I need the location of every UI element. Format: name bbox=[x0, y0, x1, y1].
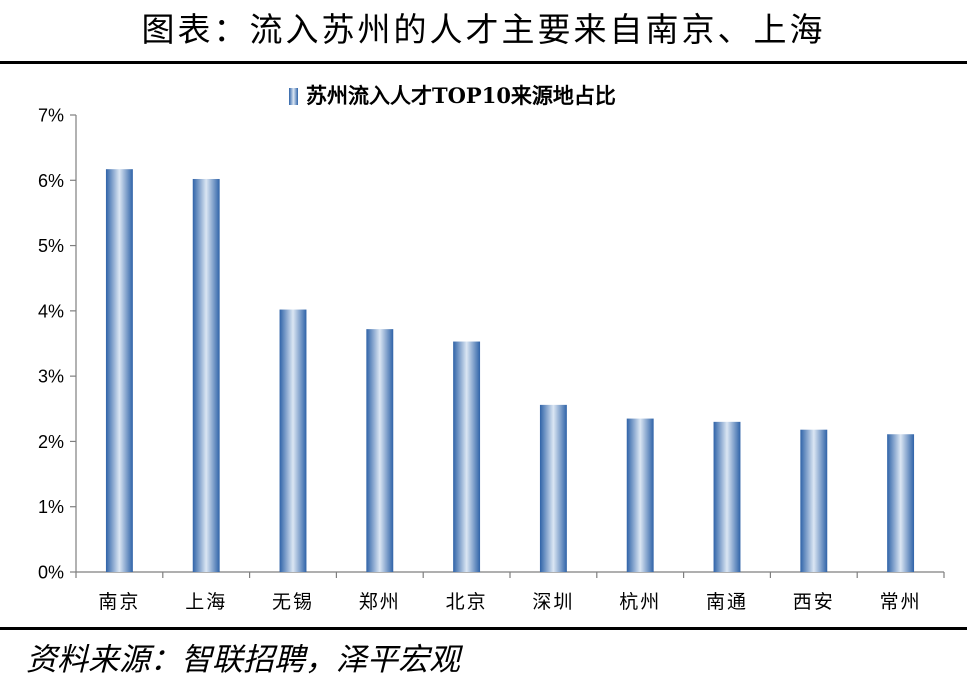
x-category-label: 杭州 bbox=[619, 591, 661, 613]
y-tick-label: 4% bbox=[38, 301, 64, 321]
x-category-label: 郑州 bbox=[359, 591, 401, 613]
bar-1 bbox=[192, 178, 220, 572]
chart-svg: 苏州流入人才TOP10来源地占比 0% 1% 2% 3% 4% 5% 6% 7% 南京 上海 无锡 郑… bbox=[38, 83, 945, 614]
bar-9 bbox=[887, 434, 915, 572]
chart-labels: 0% 1% 2% 3% 4% 5% 6% 7% 南京 上海 无锡 郑州 北京 深圳 杭州 南通 西安 常州 bbox=[38, 106, 922, 614]
bar-7 bbox=[713, 421, 741, 572]
x-category-label: 无锡 bbox=[272, 591, 314, 613]
bar-2 bbox=[279, 309, 307, 572]
bar-chart: 苏州流入人才TOP10来源地占比 0% 1% 2% 3% 4% 5% 6% 7% 南京 上海 无锡 郑… bbox=[0, 66, 967, 622]
bar-5 bbox=[539, 404, 567, 572]
y-tick-label: 0% bbox=[38, 563, 64, 583]
source-note: 资料来源：智联招聘，泽平宏观 bbox=[26, 642, 460, 678]
x-category-label: 西安 bbox=[793, 591, 835, 613]
x-category-label: 北京 bbox=[446, 591, 488, 613]
chart-bars bbox=[105, 169, 915, 572]
bar-0 bbox=[105, 169, 133, 572]
y-tick-label: 6% bbox=[38, 171, 64, 191]
y-tick-label: 3% bbox=[38, 367, 64, 387]
top-divider bbox=[0, 61, 967, 64]
x-category-label: 南京 bbox=[98, 591, 140, 613]
chart-axes bbox=[70, 114, 945, 578]
x-category-label: 南通 bbox=[706, 591, 748, 613]
y-tick-label: 1% bbox=[38, 497, 64, 517]
x-category-label: 常州 bbox=[880, 591, 922, 613]
y-tick-label: 7% bbox=[38, 106, 64, 126]
x-category-label: 深圳 bbox=[532, 591, 574, 613]
bar-6 bbox=[626, 418, 654, 572]
legend-swatch bbox=[289, 88, 298, 105]
legend-label: 苏州流入人才TOP10来源地占比 bbox=[306, 83, 616, 108]
bottom-divider bbox=[0, 627, 967, 630]
bar-3 bbox=[366, 329, 394, 572]
chart-legend: 苏州流入人才TOP10来源地占比 bbox=[289, 83, 616, 108]
y-tick-label: 5% bbox=[38, 236, 64, 256]
bar-4 bbox=[453, 341, 481, 572]
x-category-label: 上海 bbox=[185, 591, 227, 613]
bar-8 bbox=[800, 429, 828, 572]
page-title: 图表：流入苏州的人才主要来自南京、上海 bbox=[141, 10, 826, 49]
y-tick-label: 2% bbox=[38, 432, 64, 452]
